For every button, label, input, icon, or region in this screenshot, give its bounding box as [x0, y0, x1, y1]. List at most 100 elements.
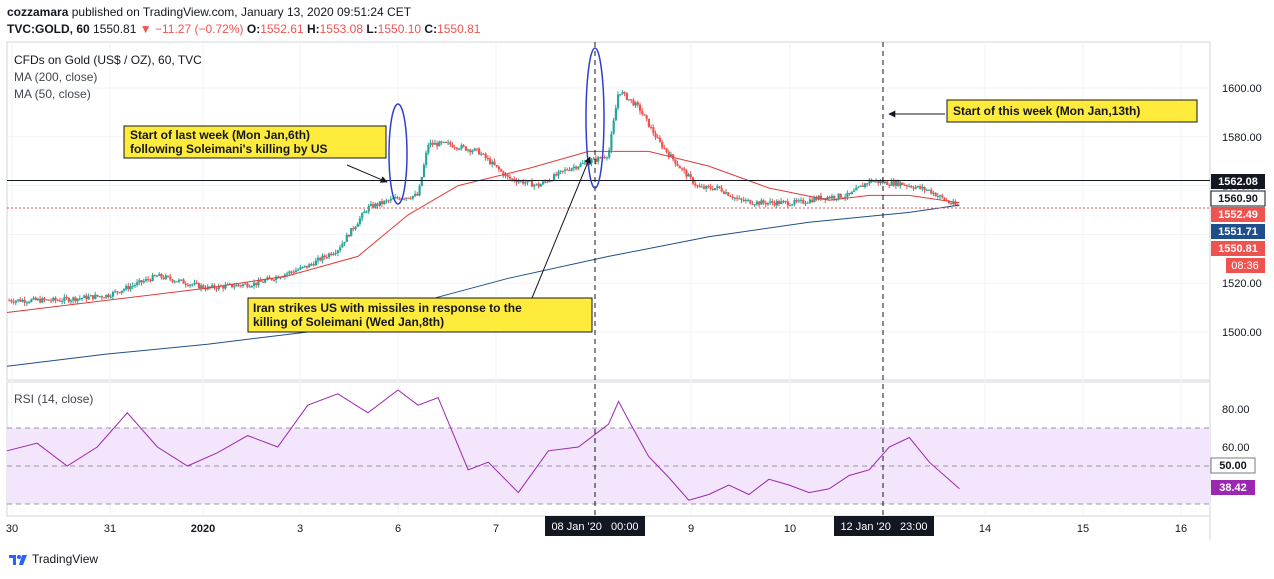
- open-label: O:: [246, 22, 261, 36]
- candle-body: [45, 299, 48, 301]
- candle-body: [394, 197, 397, 199]
- candle-body: [654, 133, 657, 138]
- candle-body: [427, 144, 430, 153]
- candle-body: [376, 203, 379, 206]
- candle-body: [58, 300, 62, 302]
- candle-body: [403, 198, 406, 200]
- candle-body: [72, 297, 75, 301]
- time-tick-label: 2020: [191, 523, 215, 535]
- candle-body: [41, 298, 44, 303]
- candle-body: [114, 291, 117, 293]
- candle-body: [363, 211, 366, 214]
- arrow-iran: [531, 156, 591, 299]
- candle-body: [612, 120, 615, 134]
- candle-body: [877, 180, 880, 183]
- candle-body: [714, 188, 717, 190]
- note-this-week[interactable]: Start of this week (Mon Jan,13th): [946, 99, 1198, 123]
- candle-body: [184, 283, 187, 285]
- candle-body: [281, 276, 284, 278]
- candle-body: [528, 180, 531, 182]
- candle-body: [10, 300, 13, 302]
- time-axis: 30 31 2020 3 6 7 9 10 14 15 16: [6, 523, 1187, 535]
- candle-body: [21, 300, 24, 302]
- legend-rsi[interactable]: RSI (14, close): [14, 392, 93, 406]
- candle-body: [341, 243, 344, 248]
- candle-body: [369, 204, 373, 206]
- candle-body: [886, 181, 889, 185]
- candle-body: [34, 297, 37, 301]
- candle-body: [56, 300, 59, 302]
- candle-body: [839, 193, 842, 198]
- candle-body: [215, 288, 218, 290]
- candle-body: [330, 253, 333, 255]
- candle-body: [590, 159, 593, 164]
- candle-body: [722, 191, 725, 194]
- legend-ma200[interactable]: MA (200, close): [14, 70, 97, 84]
- candle-body: [811, 199, 814, 203]
- candle-body: [489, 158, 492, 165]
- open-value: 1552.61: [260, 22, 304, 36]
- candle-body: [599, 157, 602, 159]
- candle-body: [755, 201, 759, 205]
- note-iran[interactable]: Iran strikes US with missiles in respons…: [247, 297, 593, 333]
- candle-body: [204, 288, 207, 290]
- candle-body: [495, 165, 498, 167]
- highlight-ellipse-jan6[interactable]: [388, 103, 408, 205]
- candle-body: [164, 275, 167, 279]
- candle-body: [319, 257, 322, 261]
- candle-body: [334, 253, 337, 254]
- time-tick-label: 9: [688, 523, 694, 535]
- candle-body: [645, 115, 648, 119]
- candle-body: [482, 153, 485, 155]
- candle-body: [689, 174, 692, 178]
- candle-body: [727, 192, 730, 196]
- candle-body: [211, 285, 214, 288]
- candles: [8, 90, 959, 306]
- candle-body: [678, 166, 681, 169]
- candle-body: [669, 154, 673, 157]
- candle-body: [246, 283, 249, 287]
- candle-body: [912, 187, 915, 189]
- footer-brand[interactable]: TradingView: [8, 552, 98, 566]
- candle-body: [133, 285, 137, 287]
- arrow-last-week: [346, 164, 388, 183]
- low-value: 1550.10: [377, 22, 422, 36]
- candle-body: [676, 164, 679, 166]
- candle-body: [354, 226, 357, 230]
- note-last-week-line1: Start of last week (Mon Jan,6th): [130, 128, 310, 142]
- candle-body: [447, 142, 450, 144]
- candle-body: [493, 161, 496, 165]
- candle-body: [224, 285, 227, 289]
- candle-body: [491, 161, 494, 165]
- candle-body: [43, 298, 46, 300]
- legend-ma50[interactable]: MA (50, close): [14, 87, 91, 101]
- candle-body: [568, 170, 571, 171]
- candle-body: [178, 279, 181, 282]
- candle-body: [456, 147, 459, 149]
- candle-body: [244, 283, 247, 285]
- candle-body: [250, 286, 253, 287]
- candle-body: [169, 276, 172, 280]
- candle-body: [711, 188, 714, 190]
- candle-body: [383, 200, 386, 204]
- candle-body: [652, 127, 655, 134]
- candle-body: [857, 186, 860, 188]
- candle-body: [950, 203, 953, 205]
- candle-body: [136, 282, 139, 286]
- candle-body: [127, 285, 130, 290]
- note-iran-line1: Iran strikes US with missiles in respons…: [253, 301, 522, 315]
- candle-body: [566, 169, 569, 171]
- note-last-week[interactable]: Start of last week (Mon Jan,6th) followi…: [123, 125, 387, 159]
- candle-body: [147, 279, 150, 280]
- tradingview-logo-icon: [9, 555, 27, 565]
- candle-body: [436, 143, 439, 147]
- candle-body: [453, 147, 456, 149]
- candle-body: [725, 192, 728, 194]
- candle-body: [941, 195, 944, 198]
- highlight-ellipse-jan8[interactable]: [585, 47, 605, 189]
- candle-body: [74, 297, 77, 302]
- candle-body: [513, 178, 516, 181]
- candle-body: [773, 202, 776, 206]
- tag-countdown: 08:36: [1231, 260, 1259, 272]
